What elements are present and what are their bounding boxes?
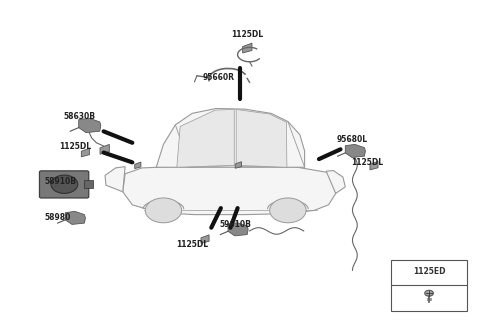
Polygon shape bbox=[135, 162, 141, 169]
Polygon shape bbox=[123, 166, 336, 215]
Text: 1125DL: 1125DL bbox=[231, 31, 263, 39]
Text: 1125ED: 1125ED bbox=[413, 268, 445, 277]
Polygon shape bbox=[177, 110, 234, 167]
Text: 95680L: 95680L bbox=[337, 135, 368, 144]
Polygon shape bbox=[236, 110, 287, 167]
Bar bbox=[84, 180, 93, 189]
Polygon shape bbox=[105, 167, 125, 192]
FancyBboxPatch shape bbox=[39, 171, 89, 198]
Circle shape bbox=[425, 290, 433, 296]
Text: 58980: 58980 bbox=[45, 214, 72, 222]
Circle shape bbox=[51, 175, 78, 194]
Polygon shape bbox=[65, 211, 85, 224]
Polygon shape bbox=[345, 144, 365, 157]
Bar bbox=[391, 260, 468, 311]
Circle shape bbox=[145, 198, 181, 223]
Polygon shape bbox=[242, 43, 252, 53]
Text: 58910B: 58910B bbox=[45, 177, 76, 186]
Polygon shape bbox=[100, 144, 109, 154]
Polygon shape bbox=[370, 161, 378, 170]
Polygon shape bbox=[326, 171, 345, 194]
Text: 1125DL: 1125DL bbox=[59, 142, 91, 151]
Text: 58630B: 58630B bbox=[64, 112, 96, 121]
Polygon shape bbox=[156, 109, 305, 167]
Polygon shape bbox=[228, 223, 248, 236]
Text: 1125DL: 1125DL bbox=[351, 158, 383, 167]
Circle shape bbox=[270, 198, 306, 223]
Polygon shape bbox=[79, 118, 101, 133]
Polygon shape bbox=[201, 235, 209, 243]
Polygon shape bbox=[235, 162, 241, 168]
Text: 1125DL: 1125DL bbox=[176, 239, 208, 249]
Text: 95660R: 95660R bbox=[203, 73, 234, 82]
Text: 59610B: 59610B bbox=[219, 220, 251, 229]
Polygon shape bbox=[81, 148, 89, 157]
